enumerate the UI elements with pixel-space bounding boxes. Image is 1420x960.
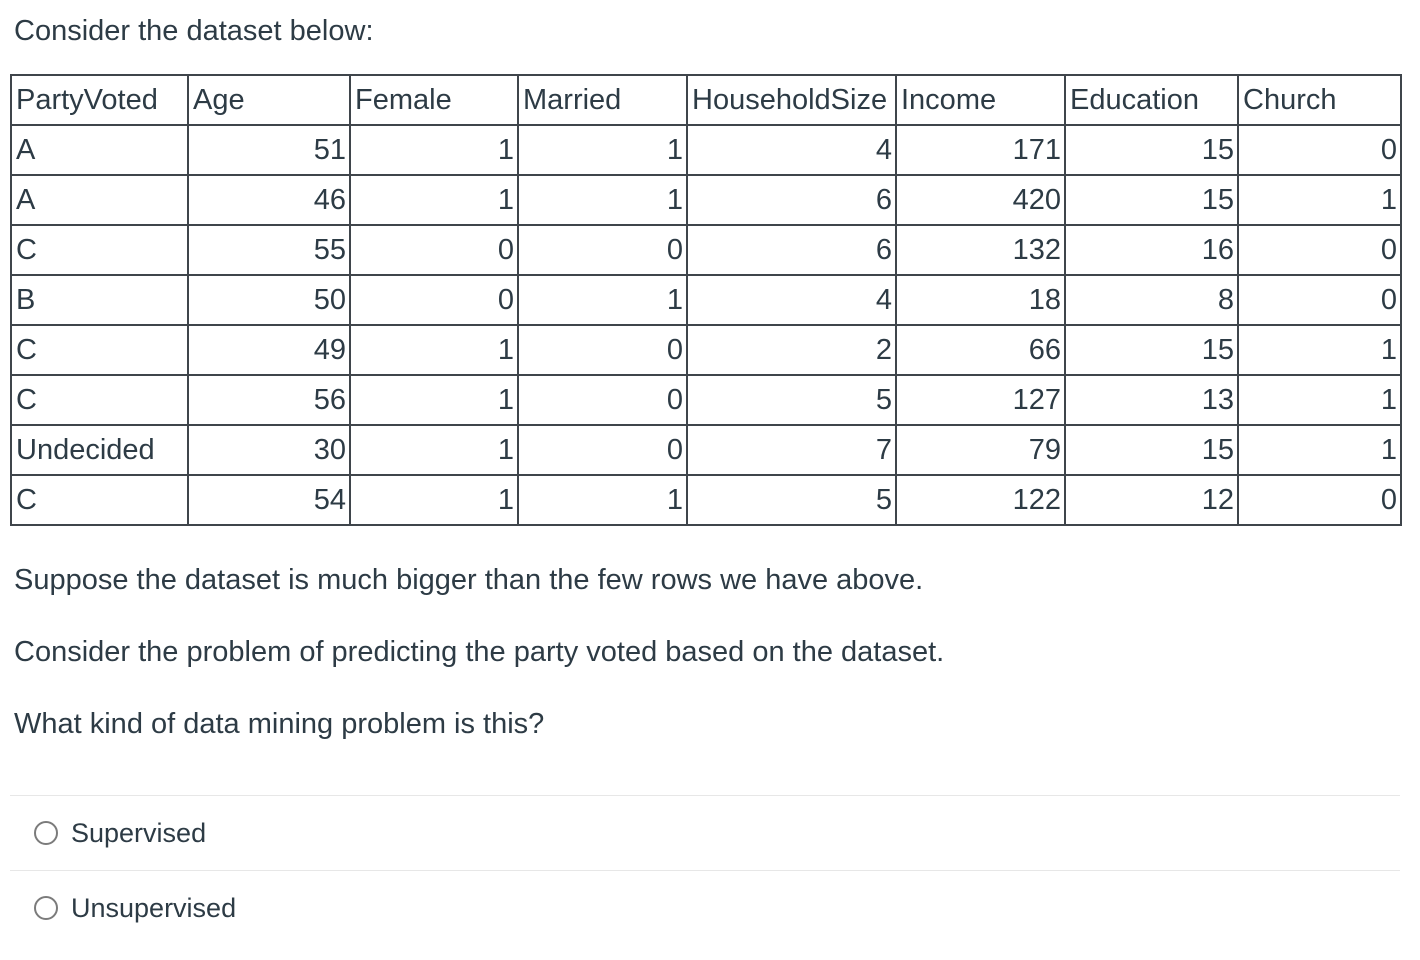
table-cell: B [10, 274, 189, 326]
table-cell: 4 [686, 124, 897, 176]
column-header-female: Female [349, 74, 519, 126]
table-cell: 1 [349, 324, 519, 376]
table-cell: 0 [517, 324, 688, 376]
table-cell: A [10, 124, 189, 176]
table-cell: 122 [895, 474, 1066, 526]
table-cell: 1 [1237, 424, 1402, 476]
table-cell: C [10, 324, 189, 376]
option-label[interactable]: Unsupervised [71, 892, 237, 923]
answer-option-supervised[interactable]: Supervised [10, 795, 1400, 870]
table-cell: 1 [349, 424, 519, 476]
table-header-row: PartyVoted Age Female Married HouseholdSize I… [10, 74, 1402, 126]
table-body: A 51 1 1 4 171 15 0 A 46 1 1 6 420 15 1 C 55 0 0 6 132 16 0 B 50 0… [10, 124, 1402, 526]
column-header-income: Income [895, 74, 1066, 126]
table-cell: 16 [1064, 224, 1239, 276]
table-row: C 54 1 1 5 122 12 0 [10, 474, 1402, 526]
table-row: Undecided 30 1 0 7 79 15 1 [10, 424, 1402, 476]
table-cell: 8 [1064, 274, 1239, 326]
table-cell: 420 [895, 174, 1066, 226]
table-cell: 1 [517, 274, 688, 326]
table-cell: 15 [1064, 424, 1239, 476]
table-cell: 6 [686, 174, 897, 226]
table-cell: 2 [686, 324, 897, 376]
table-cell: C [10, 474, 189, 526]
table-cell: C [10, 374, 189, 426]
option-label[interactable]: Supervised [71, 817, 207, 848]
table-cell: 0 [1237, 124, 1402, 176]
table-cell: 6 [686, 224, 897, 276]
table-cell: 4 [686, 274, 897, 326]
table-cell: 46 [187, 174, 351, 226]
table-cell: 1 [349, 174, 519, 226]
column-header-education: Education [1064, 74, 1239, 126]
table-cell: 0 [517, 374, 688, 426]
table-cell: 132 [895, 224, 1066, 276]
question-paragraph-1: Suppose the dataset is much bigger than … [14, 564, 924, 596]
table-cell: 54 [187, 474, 351, 526]
table-cell: 15 [1064, 324, 1239, 376]
table-cell: 0 [1237, 474, 1402, 526]
table-cell: 0 [517, 224, 688, 276]
column-header-age: Age [187, 74, 351, 126]
table-cell: 49 [187, 324, 351, 376]
table-cell: 0 [349, 274, 519, 326]
table-cell: A [10, 174, 189, 226]
table-cell: 55 [187, 224, 351, 276]
column-header-householdsize: HouseholdSize [686, 74, 897, 126]
column-header-church: Church [1237, 74, 1402, 126]
table-cell: Undecided [10, 424, 189, 476]
table-row: A 51 1 1 4 171 15 0 [10, 124, 1402, 176]
table-cell: 0 [517, 424, 688, 476]
table-cell: 0 [1237, 224, 1402, 276]
question-paragraph-2: Consider the problem of predicting the p… [14, 636, 945, 668]
question-paragraph-3: What kind of data mining problem is this… [14, 708, 545, 740]
answer-options: Supervised Unsupervised [10, 795, 1400, 945]
table-cell: 1 [517, 124, 688, 176]
table-cell: 51 [187, 124, 351, 176]
table-cell: 0 [349, 224, 519, 276]
table-cell: 50 [187, 274, 351, 326]
question-intro-text: Consider the dataset below: [14, 15, 374, 47]
table-row: C 49 1 0 2 66 15 1 [10, 324, 1402, 376]
radio-button-icon[interactable] [34, 821, 58, 845]
table-cell: 56 [187, 374, 351, 426]
dataset-table: PartyVoted Age Female Married HouseholdSize I… [10, 74, 1402, 526]
table-cell: 171 [895, 124, 1066, 176]
table-cell: 1 [1237, 174, 1402, 226]
table-cell: 12 [1064, 474, 1239, 526]
column-header-married: Married [517, 74, 688, 126]
table-cell: 30 [187, 424, 351, 476]
table-cell: 79 [895, 424, 1066, 476]
table-cell: 5 [686, 374, 897, 426]
table-cell: 15 [1064, 174, 1239, 226]
table-row: A 46 1 1 6 420 15 1 [10, 174, 1402, 226]
radio-button-icon[interactable] [34, 896, 58, 920]
table-cell: 1 [349, 474, 519, 526]
table-row: B 50 0 1 4 18 8 0 [10, 274, 1402, 326]
table-cell: 18 [895, 274, 1066, 326]
table-row: C 56 1 0 5 127 13 1 [10, 374, 1402, 426]
table-cell: 1 [349, 124, 519, 176]
table-cell: 1 [517, 174, 688, 226]
table-cell: 7 [686, 424, 897, 476]
table-cell: 0 [1237, 274, 1402, 326]
table-cell: 5 [686, 474, 897, 526]
table-cell: 15 [1064, 124, 1239, 176]
table-row: C 55 0 0 6 132 16 0 [10, 224, 1402, 276]
table-cell: 1 [1237, 374, 1402, 426]
column-header-partyvoted: PartyVoted [10, 74, 189, 126]
table-cell: 1 [517, 474, 688, 526]
table-cell: 13 [1064, 374, 1239, 426]
table-cell: 1 [349, 374, 519, 426]
answer-option-unsupervised[interactable]: Unsupervised [10, 870, 1400, 945]
table-cell: C [10, 224, 189, 276]
table-cell: 127 [895, 374, 1066, 426]
table-cell: 1 [1237, 324, 1402, 376]
table-cell: 66 [895, 324, 1066, 376]
